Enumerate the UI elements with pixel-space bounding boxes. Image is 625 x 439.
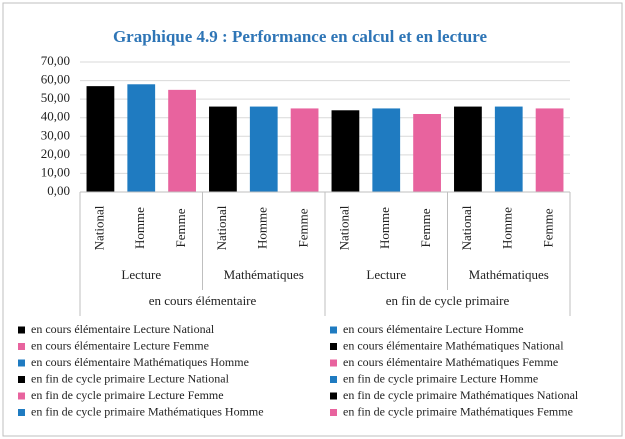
subgroup-label: Mathématiques (224, 267, 304, 282)
x-tick-label: National (459, 205, 474, 250)
subgroup-label: Mathématiques (469, 267, 549, 282)
y-tick-label: 70,00 (41, 53, 70, 68)
bar (290, 108, 319, 192)
legend-swatch (330, 409, 337, 416)
y-tick-label: 10,00 (41, 164, 70, 179)
x-tick-label: Homme (377, 207, 392, 249)
group-label: en cours élémentaire (149, 293, 257, 308)
bar (127, 84, 156, 192)
bar (86, 86, 115, 192)
x-tick-label: Homme (132, 207, 147, 249)
legend-swatch (18, 359, 25, 367)
legend-swatch (18, 343, 25, 350)
legend-label: en fin de cycle primaire Mathématiques F… (343, 404, 573, 418)
y-tick-label: 50,00 (41, 90, 70, 105)
legend-label: en cours élémentaire Lecture National (31, 322, 215, 336)
x-tick-label: Homme (500, 207, 515, 249)
y-tick-label: 30,00 (41, 127, 70, 142)
legend-label: en fin de cycle primaire Mathématiques N… (343, 388, 579, 402)
legend-swatch (18, 326, 25, 334)
legend-label: en cours élémentaire Mathématiques Natio… (343, 338, 564, 352)
x-tick-label: Femme (173, 208, 188, 247)
bar (372, 108, 401, 192)
legend-swatch (18, 409, 25, 416)
x-tick-label: Femme (541, 208, 556, 247)
x-tick-label: National (214, 205, 229, 250)
bar (209, 106, 237, 192)
bar (454, 106, 482, 192)
bar (535, 108, 564, 192)
y-tick-label: 60,00 (41, 72, 70, 87)
legend-label: en cours élémentaire Mathématiques Homme (31, 355, 249, 369)
legend-label: en fin de cycle primaire Lecture Femme (31, 388, 224, 402)
x-tick-label: National (91, 205, 106, 250)
legend-swatch (330, 376, 337, 383)
bar (168, 89, 196, 192)
legend-label: en cours élémentaire Lecture Homme (343, 322, 524, 336)
x-tick-label: Femme (418, 208, 433, 247)
legend-label: en cours élémentaire Lecture Femme (31, 338, 209, 352)
legend-label: en fin de cycle primaire Mathématiques H… (31, 404, 264, 418)
bar (331, 110, 360, 192)
legend-label: en fin de cycle primaire Lecture Nationa… (31, 371, 230, 385)
x-tick-label: Femme (296, 208, 311, 247)
legend-label: en cours élémentaire Mathématiques Femme (343, 355, 558, 369)
x-tick-label: Homme (255, 207, 270, 249)
bar (494, 106, 523, 192)
legend-label: en fin de cycle primaire Lecture Homme (343, 371, 538, 385)
legend-swatch (330, 359, 337, 367)
bar (413, 114, 441, 192)
y-tick-label: 40,00 (41, 109, 70, 124)
legend-swatch (18, 392, 25, 400)
legend-swatch (330, 392, 337, 400)
x-tick-label: National (336, 205, 351, 250)
legend-swatch (330, 343, 337, 350)
legend-swatch (18, 376, 25, 383)
group-label: en fin de cycle primaire (386, 293, 510, 308)
subgroup-label: Lecture (121, 267, 161, 282)
subgroup-label: Lecture (366, 267, 406, 282)
chart-title: Graphique 4.9 : Performance en calcul et… (113, 27, 488, 46)
bar (249, 106, 278, 192)
legend-swatch (330, 326, 337, 334)
y-tick-label: 0,00 (47, 183, 70, 198)
y-tick-label: 20,00 (41, 146, 70, 161)
